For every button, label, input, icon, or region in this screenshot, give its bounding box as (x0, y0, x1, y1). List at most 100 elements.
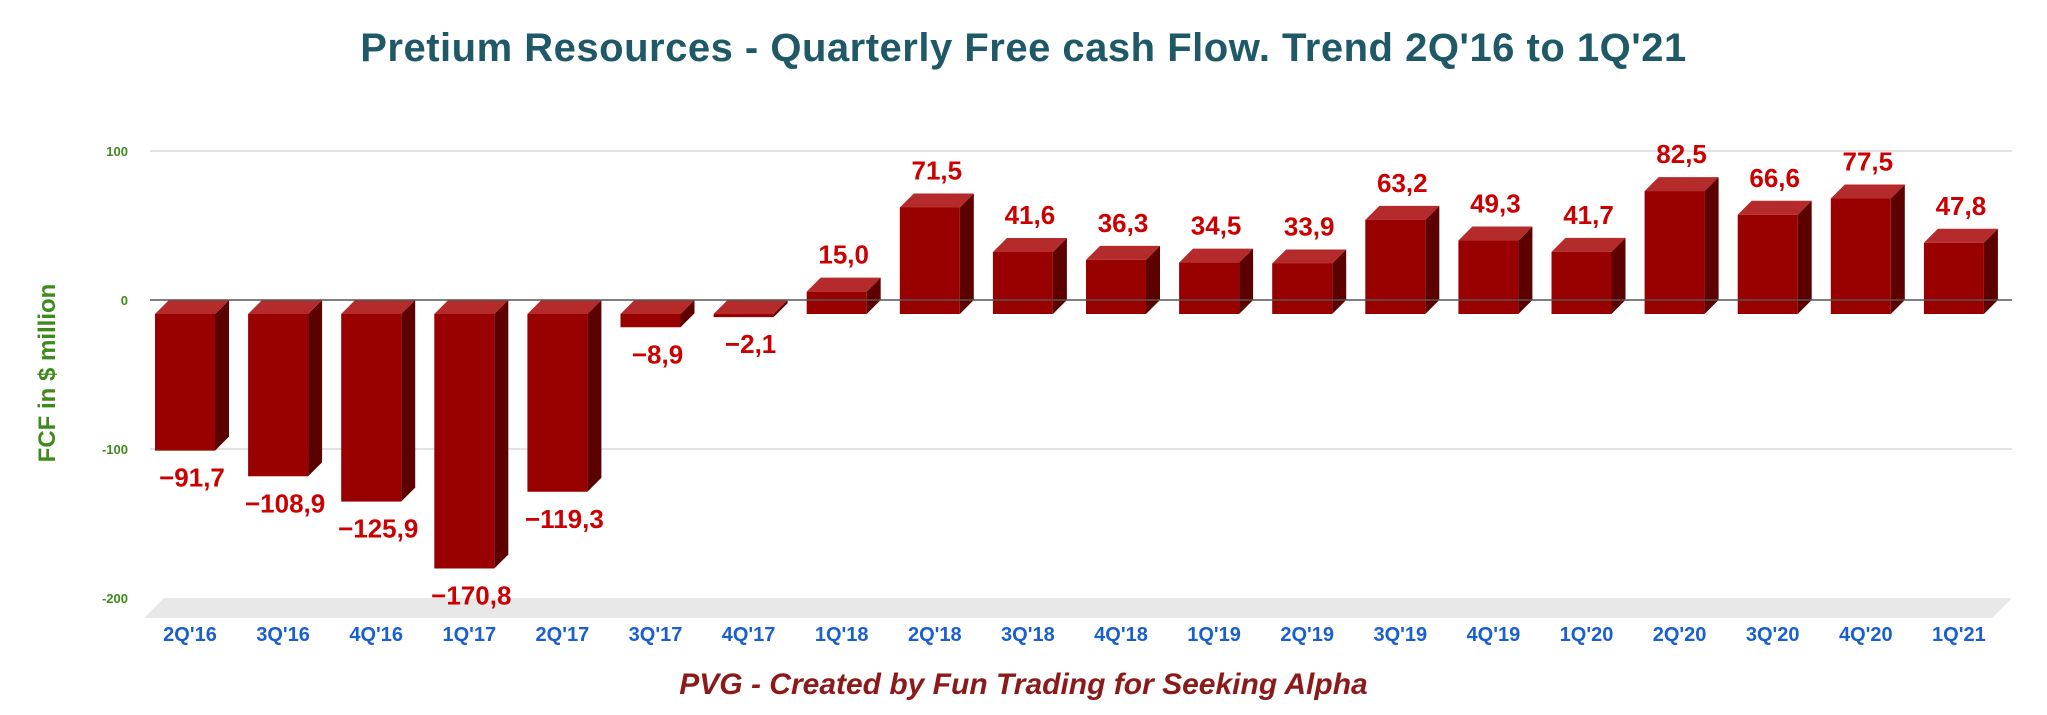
data-label: 63,2 (1377, 168, 1428, 198)
x-tick-label: 4Q'17 (722, 624, 776, 646)
bar-side (308, 300, 323, 477)
bar-top (1272, 249, 1347, 264)
bar-top (434, 300, 509, 314)
bar-top (527, 300, 602, 314)
bar-side (1611, 237, 1626, 314)
data-label: 66,6 (1749, 163, 1800, 193)
bar-front (992, 252, 1053, 314)
data-label: 41,7 (1563, 200, 1614, 230)
y-tick-label: 0 (121, 293, 128, 308)
bar (1923, 228, 1998, 314)
x-tick-label: 3Q'18 (1001, 624, 1055, 646)
bar-front (1272, 263, 1333, 314)
bar-front (248, 314, 309, 477)
bar-top (992, 238, 1067, 253)
bar (899, 193, 974, 314)
data-label: 71,5 (911, 155, 962, 185)
bar-front (1179, 262, 1240, 314)
data-label: −119,3 (525, 504, 604, 534)
x-tick-label: 2Q'18 (908, 624, 962, 646)
data-label: 47,8 (1936, 191, 1987, 221)
bar-side (1425, 205, 1440, 314)
data-label: 15,0 (818, 240, 869, 270)
bar (1458, 226, 1533, 314)
bars (155, 177, 1998, 569)
x-tick-label: 1Q'19 (1187, 624, 1241, 646)
data-label: 41,6 (1005, 200, 1056, 230)
bar (806, 277, 881, 314)
bar-top (1737, 200, 1812, 215)
bar-side (1983, 228, 1998, 314)
bar (1179, 248, 1254, 314)
x-tick-label: 3Q'16 (256, 624, 310, 646)
bar-side (1704, 177, 1719, 314)
x-axis-labels: 2Q'16 3Q'16 4Q'16 1Q'17 2Q'17 3Q'17 4Q'17 1Q'18… (163, 624, 1986, 646)
bar-side (587, 300, 602, 492)
bar-top (806, 277, 881, 292)
bar-top (1179, 248, 1254, 263)
x-tick-label: 3Q'19 (1373, 624, 1427, 646)
bar (1551, 237, 1626, 314)
bar-side (401, 300, 416, 502)
bar-front (341, 314, 402, 502)
bar-side (1518, 226, 1533, 314)
bar-top (1086, 245, 1160, 260)
data-label: 36,3 (1098, 208, 1149, 238)
bar-top (1830, 184, 1905, 199)
data-label: −8,9 (632, 339, 683, 369)
bar-front (1365, 219, 1426, 314)
bar-front (155, 314, 215, 451)
y-axis-label: FCF in $ million (34, 283, 61, 463)
bar-top (1644, 177, 1719, 192)
bar (992, 238, 1067, 314)
bar-top (713, 300, 788, 314)
bar (341, 300, 416, 502)
data-label: 33,9 (1284, 211, 1335, 241)
bar-side (1797, 200, 1812, 314)
bar-top (341, 300, 416, 314)
bar-side (1890, 184, 1905, 314)
bar-front (1830, 198, 1891, 314)
bar-side (1239, 248, 1254, 314)
bar (1365, 205, 1440, 314)
y-tick-label: 100 (106, 144, 128, 159)
bar (620, 300, 695, 328)
bar (527, 300, 602, 492)
bar-front (527, 314, 588, 492)
bar (1272, 249, 1347, 314)
x-tick-label: 2Q'17 (536, 624, 590, 646)
bar (1086, 245, 1160, 314)
bar-side (1052, 238, 1067, 314)
bar-top (1365, 205, 1440, 220)
x-tick-label: 1Q'17 (442, 624, 496, 646)
bar (1644, 177, 1719, 314)
floor-strip (144, 598, 2012, 618)
x-tick-label: 2Q'16 (163, 624, 217, 646)
data-label: −2,1 (725, 329, 776, 359)
data-labels: −91,7 −108,9 −125,9 −170,8 −119,3 −8,9 −2,1 15,… (159, 139, 1986, 610)
bar (434, 300, 509, 569)
y-tick-label: -200 (102, 591, 128, 606)
bar-side (1146, 245, 1160, 314)
footer-credit: PVG - Created by Fun Trading for Seeking… (679, 668, 1368, 701)
data-label: 49,3 (1470, 189, 1521, 219)
x-tick-label: 1Q'21 (1932, 624, 1986, 646)
bar-front (1458, 240, 1519, 314)
bar-front (434, 314, 495, 569)
bar-top (1458, 226, 1533, 241)
bar-side (215, 300, 229, 451)
data-label: 77,5 (1842, 147, 1893, 177)
bar-front (620, 314, 681, 328)
bar-side (959, 193, 974, 314)
bar-side (866, 277, 881, 314)
bar-side (1332, 249, 1347, 314)
bar-top (1923, 228, 1998, 243)
data-label: −91,7 (159, 463, 225, 493)
x-tick-label: 2Q'19 (1280, 624, 1334, 646)
chart-floor (144, 598, 2012, 618)
bar (1737, 200, 1812, 314)
x-tick-label: 4Q'19 (1467, 624, 1521, 646)
bar (713, 300, 788, 318)
bar-front (1737, 214, 1798, 314)
bar-front (806, 291, 867, 314)
